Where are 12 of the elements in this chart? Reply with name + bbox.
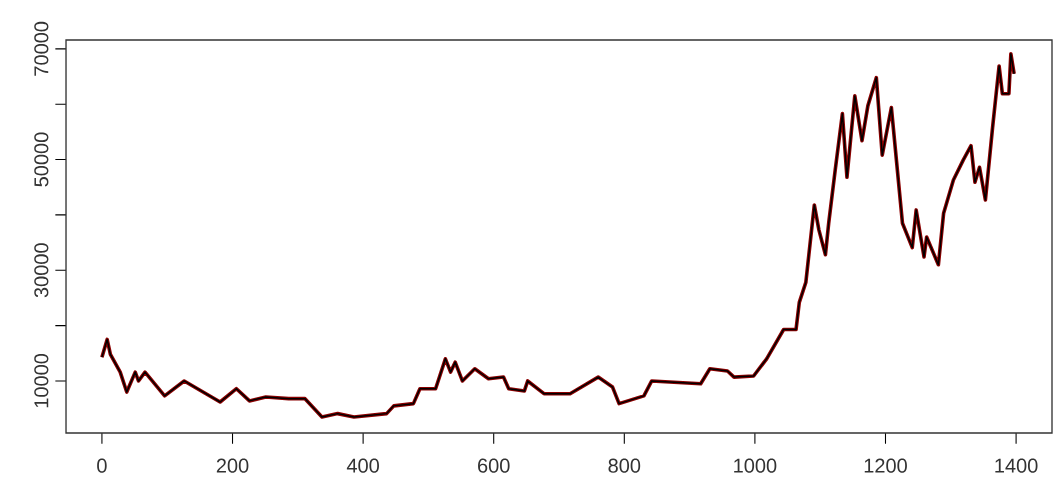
y-tick-label: 30000 <box>34 243 49 298</box>
y-tick-label: 70000 <box>34 21 49 76</box>
x-tick-label: 400 <box>346 458 379 473</box>
x-tick-label: 200 <box>216 458 249 473</box>
x-tick-label: 0 <box>97 458 107 473</box>
x-tick-label: 1000 <box>734 458 777 473</box>
y-tick-label: 10000 <box>34 353 49 408</box>
x-tick-label: 1400 <box>995 458 1038 473</box>
x-tick-label: 600 <box>478 458 510 473</box>
x-tick-label: 1200 <box>864 458 907 473</box>
y-tick-label: 50000 <box>34 132 49 187</box>
x-tick-label: 800 <box>608 458 641 473</box>
